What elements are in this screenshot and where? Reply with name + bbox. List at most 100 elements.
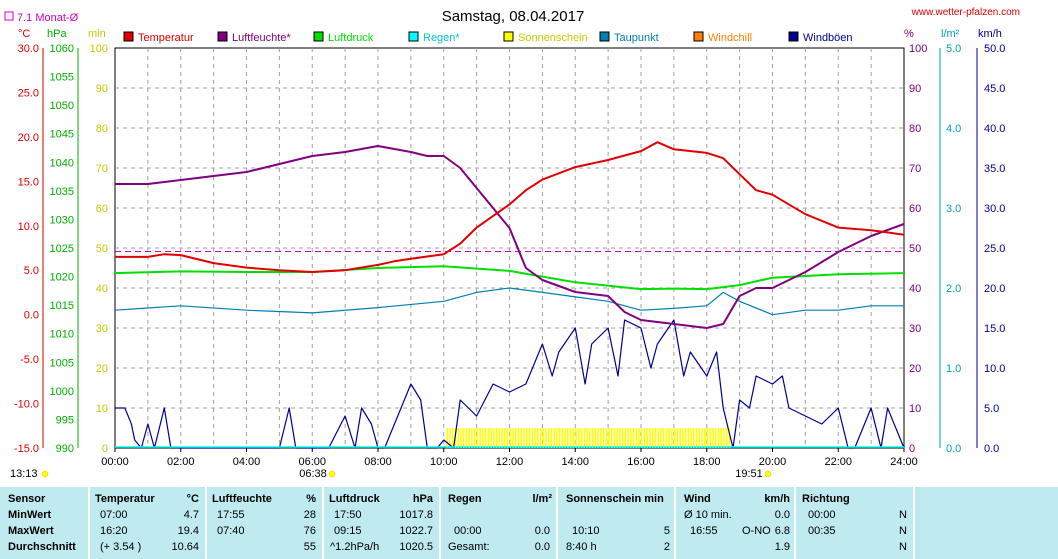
wind-tick-2: 40.0 (984, 123, 1005, 135)
sun-bar-1 (449, 428, 451, 448)
press-tick-5: 1035 (50, 186, 74, 198)
sun-bar-102 (725, 428, 728, 448)
wind-tick-10: 0.0 (984, 443, 999, 455)
sunset-icon (764, 470, 772, 478)
sun-bar-37 (547, 428, 550, 448)
monthly-avg-marker-icon (4, 11, 14, 21)
sun-bar-58 (605, 428, 607, 448)
sun-bar-9 (471, 428, 473, 448)
sun-bar-33 (536, 428, 539, 448)
rain-header: Regen (448, 493, 482, 505)
hum-tick-8: 20 (909, 363, 921, 375)
sun-bar-36 (545, 428, 547, 448)
hum-tick-5: 50 (909, 243, 921, 255)
chart-series (114, 141, 905, 449)
legend-swatch-7 (788, 31, 799, 42)
press-avg-val: 1020.5 (399, 541, 433, 553)
sun-bar-0 (446, 428, 449, 448)
legend-swatch-0 (123, 31, 134, 42)
hum-tick-6: 40 (909, 283, 921, 295)
sun-bar-74 (649, 428, 651, 448)
legend-swatch-1 (217, 31, 228, 42)
wind-unit: km/h (764, 493, 790, 505)
site-link[interactable]: www.wetter-pfalzen.com (911, 7, 1020, 18)
sun-bar-92 (698, 428, 701, 448)
series-line-temperatur (115, 141, 905, 273)
press-tick-6: 1030 (50, 214, 74, 226)
sun-bar-80 (665, 428, 668, 448)
sun-bar-48 (577, 428, 580, 448)
sun-bar-14 (484, 428, 487, 448)
unit-min: min (88, 28, 106, 40)
legend-label-6: Windchill (708, 32, 752, 44)
sunmin-tick-1: 90 (96, 83, 108, 95)
chart-title: Samstag, 08.04.2017 (442, 8, 585, 25)
rain-total-val: 0.0 (534, 541, 550, 553)
sun-bar-29 (525, 428, 528, 448)
sun-bar-46 (572, 428, 575, 448)
sun-bar-28 (523, 428, 525, 448)
legend-swatch-3 (408, 31, 419, 42)
temp-min-val: 4.7 (183, 509, 199, 521)
sun-bar-8 (468, 428, 471, 448)
sun-bar-5 (460, 428, 462, 448)
sun-bar-79 (662, 428, 665, 448)
press-tick-10: 1010 (50, 329, 74, 341)
press-max-time: 09:15 (334, 525, 362, 537)
press-tick-7: 1025 (50, 243, 74, 255)
hum-tick-9: 10 (909, 403, 921, 415)
sun-bar-82 (671, 428, 673, 448)
sun-bar-10 (473, 428, 476, 448)
sun-icon (41, 470, 49, 478)
temp-tick-6: 0.0 (24, 310, 39, 322)
sun-bar-90 (693, 428, 695, 448)
sun-bar-4 (457, 428, 460, 448)
sun-bar-35 (542, 428, 544, 448)
hum-tick-7: 30 (909, 323, 921, 335)
sunmin-tick-3: 70 (96, 163, 108, 175)
sun-bar-94 (704, 428, 706, 448)
sun-bar-77 (657, 428, 660, 448)
sun-bar-21 (504, 428, 506, 448)
sun-bar-12 (479, 428, 481, 448)
press-tick-0: 1060 (50, 43, 74, 55)
wind-max-time: 16:55 (690, 525, 718, 537)
wind-tick-7: 15.0 (984, 323, 1005, 335)
press-tick-2: 1050 (50, 100, 74, 112)
sunrise-label: 06:38 (299, 468, 327, 480)
sunset-label: 19:51 (735, 468, 763, 480)
temp-tick-1: 25.0 (18, 87, 39, 99)
temp-tick-5: 5.0 (24, 265, 39, 277)
sun-bar-23 (509, 428, 512, 448)
sun-bar-71 (641, 428, 643, 448)
hum-tick-4: 60 (909, 203, 921, 215)
legend-swatch-2 (313, 31, 324, 42)
x-tick-8: 16:00 (627, 456, 655, 468)
x-tick-6: 12:00 (496, 456, 524, 468)
sun-bar-31 (531, 428, 534, 448)
wind-header: Wind (684, 493, 711, 505)
hum-avg-val: 55 (303, 541, 316, 553)
rain-tick-4: 1.0 (946, 363, 961, 375)
sun-max-time: 10:10 (572, 525, 600, 537)
press-min-time: 17:50 (334, 509, 362, 521)
row-label-min: MinWert (8, 509, 52, 521)
sunmin-tick-5: 50 (96, 243, 108, 255)
sunmin-tick-4: 60 (96, 203, 108, 215)
sun-bar-87 (684, 428, 687, 448)
x-tick-0: 00:00 (101, 456, 129, 468)
wind-tick-9: 5.0 (984, 403, 999, 415)
sun-bar-83 (673, 428, 676, 448)
sun-bar-65 (624, 428, 627, 448)
hum-tick-1: 90 (909, 83, 921, 95)
temp-tick-7: -5.0 (20, 354, 39, 366)
wind-avg-label: Ø 10 min. (684, 509, 732, 521)
sun-max-val: 5 (663, 525, 670, 537)
pressure-column: Luftdruck hPa 17:50 1017.8 09:15 1022.7 … (324, 487, 439, 559)
legend-label-1: Luftfeuchte* (232, 32, 291, 44)
temp-tick-0: 30.0 (18, 43, 39, 55)
direction-column: Richtung 00:00 N 00:35 N N (796, 487, 913, 559)
wind-tick-0: 50.0 (984, 43, 1005, 55)
unit-temp: °C (18, 28, 30, 40)
